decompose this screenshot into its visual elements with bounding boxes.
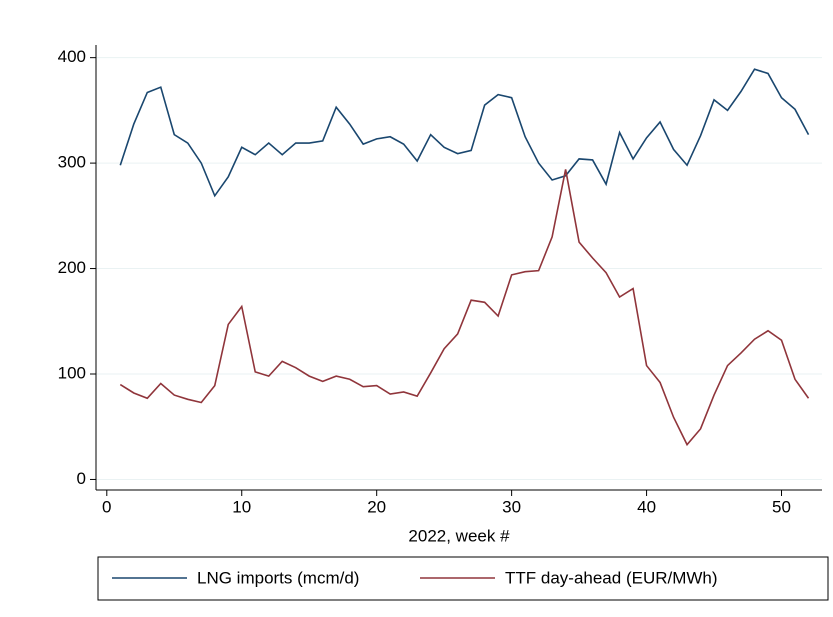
- x-tick-label: 0: [102, 497, 111, 516]
- legend-label: TTF day-ahead (EUR/MWh): [505, 568, 718, 587]
- x-axis-label: 2022, week #: [408, 526, 510, 545]
- y-tick-label: 400: [58, 47, 86, 66]
- y-tick-label: 200: [58, 258, 86, 277]
- x-tick-label: 30: [502, 497, 521, 516]
- legend-label: LNG imports (mcm/d): [197, 568, 359, 587]
- x-tick-label: 10: [232, 497, 251, 516]
- x-tick-label: 40: [637, 497, 656, 516]
- y-tick-label: 100: [58, 363, 86, 382]
- y-tick-label: 0: [77, 469, 86, 488]
- x-tick-label: 50: [772, 497, 791, 516]
- data-line: [119, 169, 810, 447]
- data-line: [119, 68, 810, 198]
- x-tick-label: 20: [367, 497, 386, 516]
- y-tick-label: 300: [58, 153, 86, 172]
